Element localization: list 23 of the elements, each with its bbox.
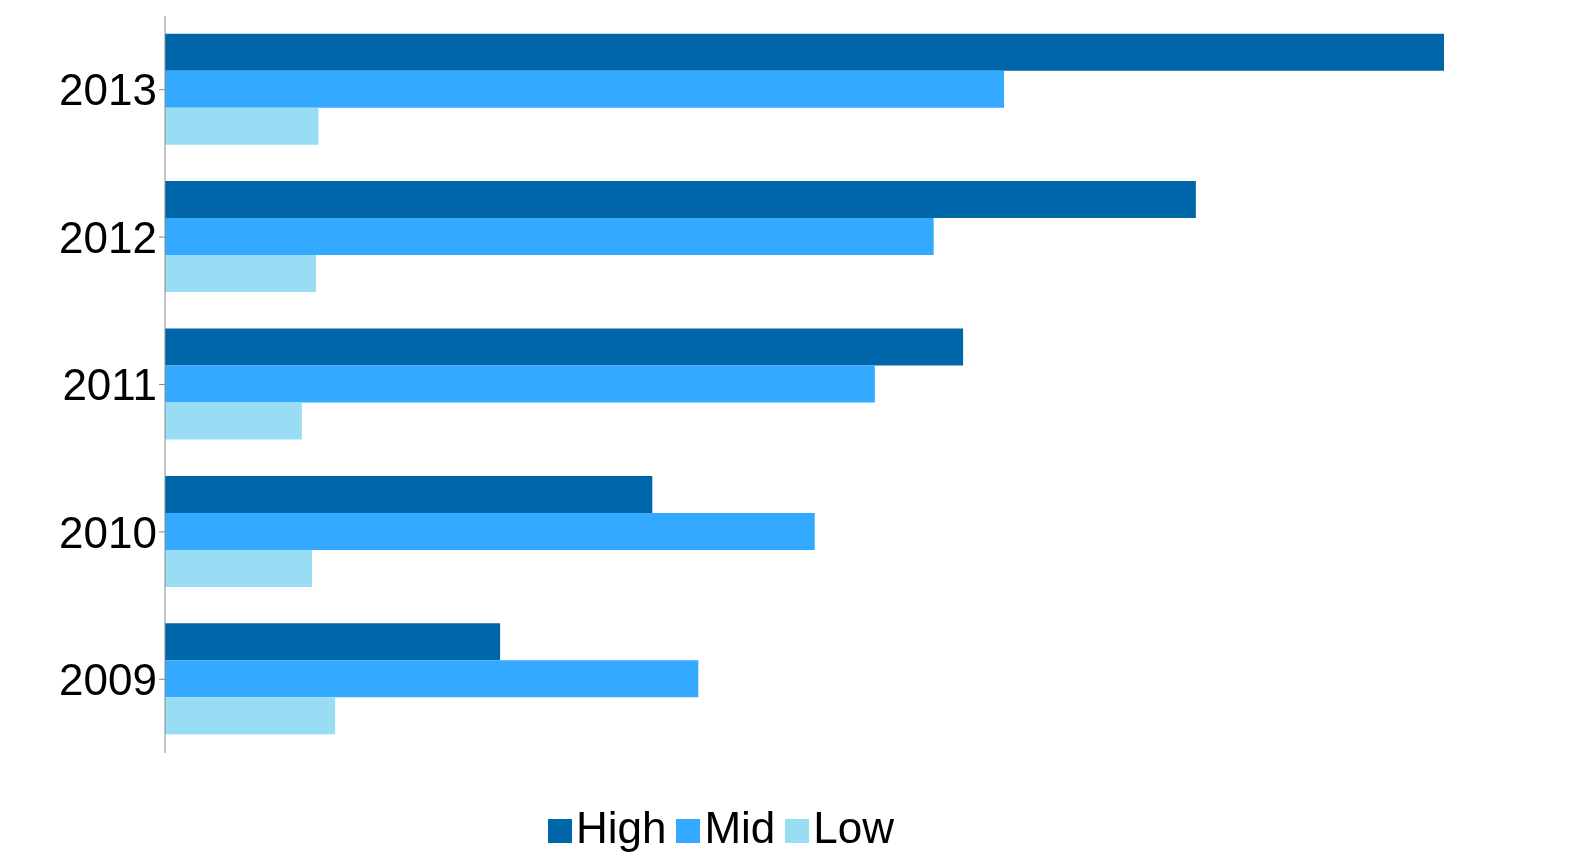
bar [165,402,302,440]
legend-label: Mid [704,803,776,852]
bar [165,255,316,293]
legend-label: Low [813,803,895,852]
y-tick-label: 2011 [62,360,157,410]
bar [165,512,815,550]
bar [165,107,319,145]
bar [165,328,964,366]
bar [165,475,653,513]
bar [165,33,1444,71]
y-tick-label: 2010 [59,507,157,557]
bar [165,365,875,403]
bar [165,549,313,587]
bar [165,623,501,661]
bar [165,181,1196,219]
bar [165,70,1005,108]
y-tick-label: 2009 [59,654,157,704]
y-tick-label: 2012 [59,212,157,262]
bar [165,660,699,698]
y-tick-label: 2013 [59,65,157,115]
bar [165,697,336,735]
bar [165,218,934,256]
legend-label: High [575,803,667,852]
